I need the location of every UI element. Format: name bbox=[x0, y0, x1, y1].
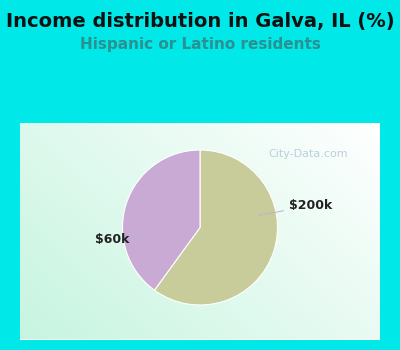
Text: $200k: $200k bbox=[258, 199, 332, 215]
Text: Income distribution in Galva, IL (%): Income distribution in Galva, IL (%) bbox=[6, 12, 394, 31]
Text: City-Data.com: City-Data.com bbox=[268, 148, 348, 159]
Wedge shape bbox=[154, 150, 278, 305]
Wedge shape bbox=[122, 150, 200, 290]
Text: $60k: $60k bbox=[95, 233, 142, 246]
Text: Hispanic or Latino residents: Hispanic or Latino residents bbox=[80, 37, 320, 52]
